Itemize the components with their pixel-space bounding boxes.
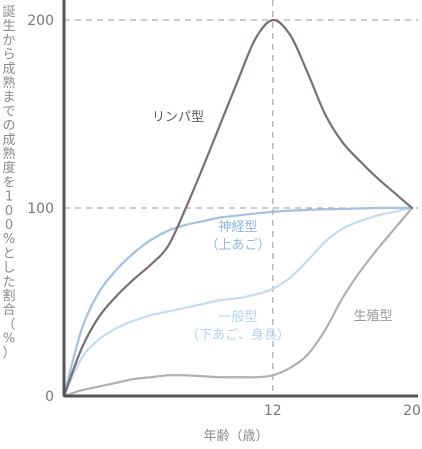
series-curves bbox=[62, 18, 414, 398]
y-axis-label-char: を bbox=[2, 175, 15, 190]
x-axis-label: 年齢（歳） bbox=[203, 429, 268, 444]
y-axis-label-char: ） bbox=[2, 346, 15, 361]
dashed-guide-lines bbox=[64, 0, 418, 396]
x-tick-label-20: 20 bbox=[403, 403, 421, 419]
series-line-lymphoid bbox=[62, 18, 414, 398]
series-label-lymphoid: リンパ型 bbox=[152, 110, 204, 125]
y-axis-label-char: 0 bbox=[5, 204, 13, 219]
y-axis-label-char: 熟 bbox=[2, 75, 15, 91]
series-line-general bbox=[62, 206, 414, 398]
y-axis-label-char: 合 bbox=[2, 303, 15, 318]
y-axis-label-char: 成 bbox=[2, 62, 15, 77]
y-axis-label-char: （ bbox=[2, 317, 15, 332]
y-axis-label-char: し bbox=[2, 261, 15, 276]
y-axis-label-char: 熟 bbox=[2, 146, 15, 162]
y-tick-label-0: 0 bbox=[45, 389, 54, 405]
y-axis-label-char: 度 bbox=[2, 160, 15, 176]
series-label-neural: 神経型（上あご） bbox=[205, 220, 270, 253]
x-tick-label-12: 12 bbox=[264, 403, 282, 419]
series-label-reproductive: 生殖型 bbox=[353, 308, 392, 324]
y-axis-label-char: ま bbox=[2, 90, 15, 105]
y-axis-label-char: 生 bbox=[2, 19, 15, 34]
y-axis-label-char: た bbox=[2, 275, 15, 290]
y-axis-label-char: で bbox=[2, 104, 15, 119]
tick-labels: 0 100 200 12 20 bbox=[27, 13, 421, 419]
y-axis-label-char: と bbox=[2, 246, 15, 261]
y-axis-label-char: % bbox=[3, 332, 15, 347]
y-axis-label-char: 成 bbox=[2, 133, 15, 148]
y-axis-label-char: 割 bbox=[2, 288, 15, 304]
series-line-reproductive bbox=[62, 206, 414, 398]
y-tick-label-200: 200 bbox=[27, 13, 54, 29]
y-axis-label-char: か bbox=[2, 33, 15, 48]
y-axis-label-char: の bbox=[2, 119, 15, 134]
y-axis-label-char: 誕 bbox=[2, 5, 15, 20]
y-axis-label-char: 0 bbox=[5, 218, 13, 233]
series-label-general: 一般型（下あご、身長） bbox=[186, 309, 290, 343]
y-axis-label-char: 1 bbox=[5, 190, 13, 205]
series-line-neural bbox=[62, 206, 414, 398]
axes bbox=[62, 0, 418, 398]
y-axis-label-char: % bbox=[3, 232, 15, 247]
y-axis-label-char: ら bbox=[2, 48, 15, 63]
y-tick-label-100: 100 bbox=[27, 201, 54, 217]
